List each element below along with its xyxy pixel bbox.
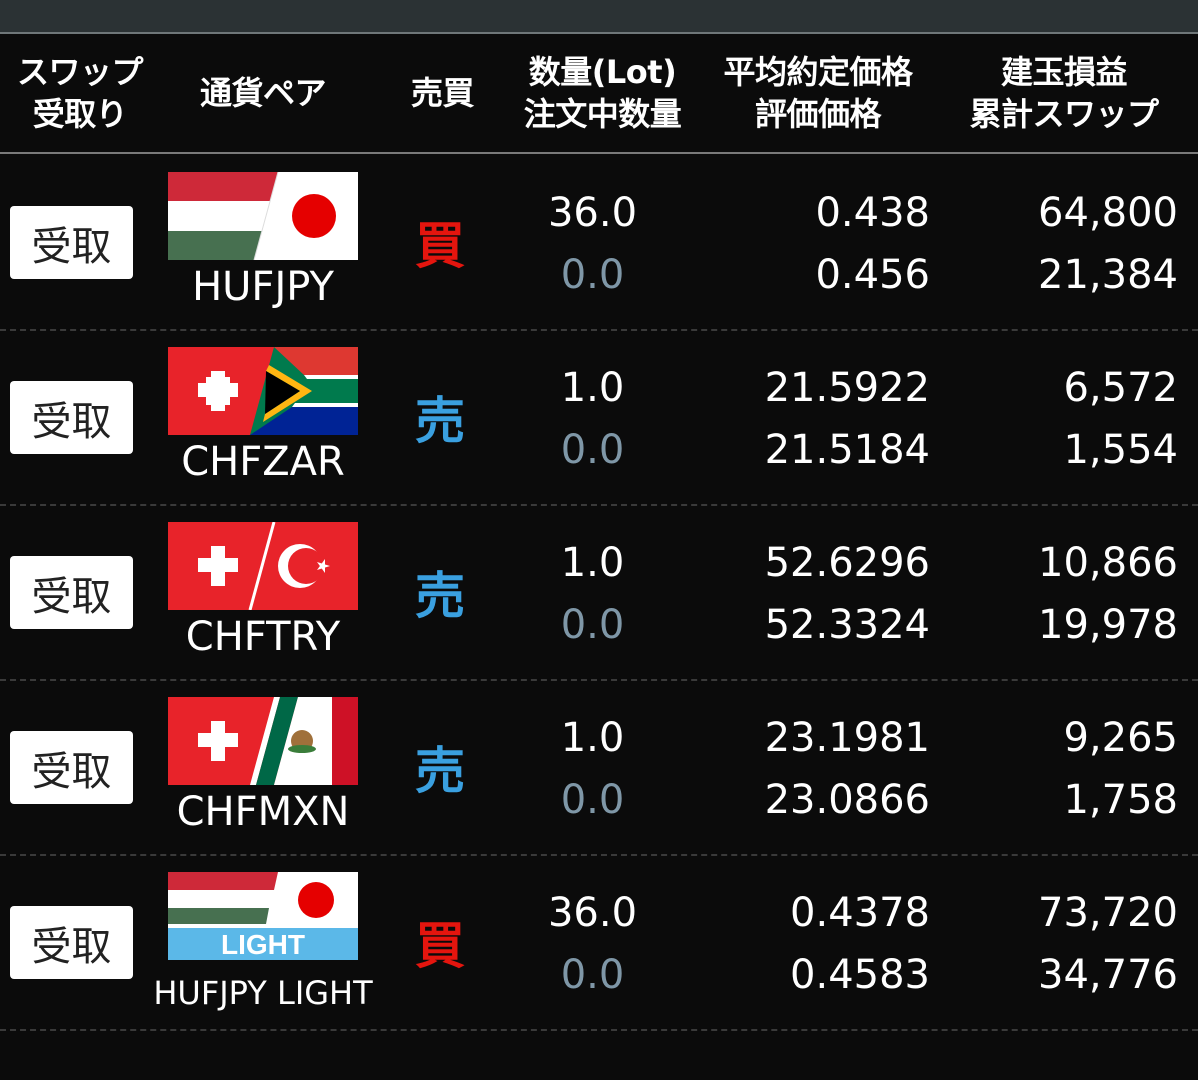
currency-pair-label: HUFJPY xyxy=(192,264,334,310)
status-bar xyxy=(0,0,1198,34)
header-price: 平均約定価格 評価価格 xyxy=(708,34,928,152)
header-quantity: 数量(Lot) 注文中数量 xyxy=(505,34,700,152)
cumulative-swap: 1,758 xyxy=(1063,777,1178,823)
position-pl: 6,572 xyxy=(1063,365,1178,411)
header-side-label: 売買 xyxy=(410,74,475,112)
position-pl: 10,866 xyxy=(1038,540,1178,586)
lot-quantity: 36.0 xyxy=(547,190,638,236)
receive-swap-button[interactable]: 受取 xyxy=(10,906,133,979)
header-pl-line2: 累計スワップ xyxy=(969,95,1159,133)
header-pl-line1: 建玉損益 xyxy=(1000,53,1128,91)
switzerland-turkey-flag-icon xyxy=(168,522,358,610)
valuation-price: 0.4583 xyxy=(790,952,930,998)
switzerland-south-africa-flag-icon xyxy=(168,347,358,435)
buy-sell-indicator: 売 xyxy=(415,392,465,450)
lot-quantity: 1.0 xyxy=(560,715,625,761)
buy-sell-indicator: 売 xyxy=(415,742,465,800)
table-header: スワップ 受取り 通貨ペア 売買 数量(Lot) 注文中数量 平均約定価格 評価… xyxy=(0,34,1198,154)
header-price-line2: 評価価格 xyxy=(754,95,882,133)
position-pl: 64,800 xyxy=(1038,190,1178,236)
receive-swap-button[interactable]: 受取 xyxy=(10,381,133,454)
header-pl: 建玉損益 累計スワップ xyxy=(950,34,1178,152)
header-quantity-line2: 注文中数量 xyxy=(523,95,682,133)
receive-swap-button[interactable]: 受取 xyxy=(10,556,133,629)
position-row[interactable]: 受取 CHFZAR 売 1.0 0.0 21.5922 21.5184 6,57… xyxy=(0,329,1198,506)
cumulative-swap: 1,554 xyxy=(1063,427,1178,473)
currency-pair-label: CHFTRY xyxy=(185,614,341,660)
cumulative-swap: 34,776 xyxy=(1038,952,1178,998)
position-pl: 73,720 xyxy=(1038,890,1178,936)
valuation-price: 23.0866 xyxy=(764,777,930,823)
pending-order-quantity: 0.0 xyxy=(560,427,625,473)
header-pair: 通貨ペア xyxy=(168,34,358,152)
light-badge-text: LIGHT xyxy=(221,929,305,960)
header-quantity-line1: 数量(Lot) xyxy=(528,53,677,91)
hungary-japan-light-flag-icon: LIGHT xyxy=(168,872,358,960)
valuation-price: 21.5184 xyxy=(764,427,930,473)
average-fill-price: 52.6296 xyxy=(764,540,930,586)
header-price-line1: 平均約定価格 xyxy=(723,53,913,91)
lot-quantity: 1.0 xyxy=(560,540,625,586)
pending-order-quantity: 0.0 xyxy=(560,252,625,298)
position-row[interactable]: 受取 CHFTRY 売 1.0 0.0 52.6296 52.3324 10,8… xyxy=(0,504,1198,681)
pending-order-quantity: 0.0 xyxy=(560,777,625,823)
hungary-japan-flag-icon xyxy=(168,172,358,260)
valuation-price: 0.456 xyxy=(815,252,930,298)
average-fill-price: 23.1981 xyxy=(764,715,930,761)
buy-sell-indicator: 売 xyxy=(415,567,465,625)
average-fill-price: 0.438 xyxy=(815,190,930,236)
average-fill-price: 0.4378 xyxy=(790,890,930,936)
header-swap-receive-line2: 受取り xyxy=(32,95,128,133)
position-row[interactable]: 受取 CHFMXN 売 1.0 0.0 23.1981 23.0866 9,26… xyxy=(0,679,1198,856)
header-side: 売買 xyxy=(395,34,490,152)
currency-pair-label: HUFJPY LIGHT xyxy=(153,974,373,1012)
header-swap-receive: スワップ 受取り xyxy=(0,34,160,152)
header-pair-label: 通貨ペア xyxy=(199,74,327,112)
receive-swap-button[interactable]: 受取 xyxy=(10,206,133,279)
cumulative-swap: 21,384 xyxy=(1038,252,1178,298)
switzerland-mexico-flag-icon xyxy=(168,697,358,785)
lot-quantity: 1.0 xyxy=(560,365,625,411)
currency-pair-label: CHFMXN xyxy=(176,789,350,835)
cumulative-swap: 19,978 xyxy=(1038,602,1178,648)
currency-pair-label: CHFZAR xyxy=(181,439,345,485)
header-swap-receive-line1: スワップ xyxy=(16,53,144,91)
position-row[interactable]: 受取 HUFJPY 買 36.0 0.0 0.438 0.456 64,800 … xyxy=(0,154,1198,331)
position-row[interactable]: 受取 LIGHT HUFJPY LIGHT 買 36.0 0.0 0.4378 … xyxy=(0,854,1198,1031)
buy-sell-indicator: 買 xyxy=(415,917,465,975)
pending-order-quantity: 0.0 xyxy=(560,602,625,648)
lot-quantity: 36.0 xyxy=(547,890,638,936)
valuation-price: 52.3324 xyxy=(764,602,930,648)
position-pl: 9,265 xyxy=(1063,715,1178,761)
receive-swap-button[interactable]: 受取 xyxy=(10,731,133,804)
average-fill-price: 21.5922 xyxy=(764,365,930,411)
pending-order-quantity: 0.0 xyxy=(560,952,625,998)
buy-sell-indicator: 買 xyxy=(415,217,465,275)
